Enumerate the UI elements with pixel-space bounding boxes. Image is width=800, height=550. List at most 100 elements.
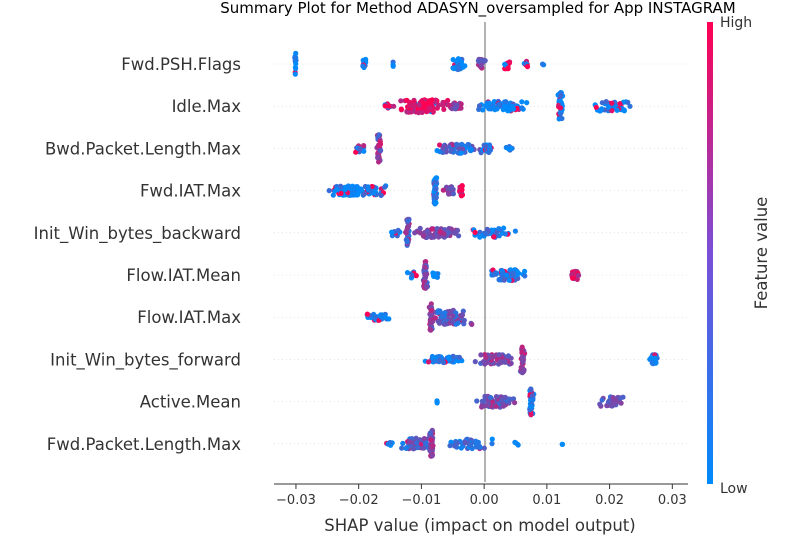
shap-point [364, 311, 370, 317]
shap-point [454, 58, 460, 64]
feature-label: Bwd.Packet.Length.Max [45, 139, 241, 158]
x-tick-label: −0.03 [276, 493, 316, 508]
shap-point [412, 102, 418, 108]
shap-point [519, 344, 525, 350]
shap-point [416, 102, 422, 108]
shap-point [501, 225, 507, 231]
shap-point [404, 239, 410, 245]
shap-point [417, 225, 423, 231]
shap-point [609, 108, 615, 114]
shap-point [448, 148, 454, 154]
shap-point [455, 320, 461, 326]
shap-point [404, 270, 411, 276]
shap-point [606, 104, 612, 110]
shap-point [432, 200, 438, 206]
shap-point [409, 272, 415, 278]
shap-point [459, 141, 465, 147]
shap-point [292, 71, 298, 77]
shap-point [528, 386, 534, 393]
shap-point [415, 444, 421, 451]
shap-point [434, 175, 440, 181]
shap-point [342, 186, 348, 193]
shap-point [490, 272, 496, 278]
shap-point [423, 440, 429, 446]
shap-point [390, 62, 396, 68]
shap-point [617, 101, 623, 107]
shap-point [428, 319, 434, 325]
feature-label: Init_Win_bytes_backward [34, 224, 241, 244]
shap-point [489, 436, 495, 442]
shap-point [520, 359, 526, 365]
shap-point [382, 103, 388, 109]
feature-label: Active.Mean [140, 393, 241, 412]
shap-point [496, 226, 502, 232]
shap-point [522, 273, 528, 279]
shap-point [428, 437, 434, 443]
shap-point [361, 143, 367, 149]
colorbar-title: Feature value [752, 197, 771, 310]
shap-point [357, 146, 363, 152]
shap-point [434, 398, 440, 404]
shap-point [377, 139, 383, 145]
shap-point [382, 184, 388, 190]
shap-point [379, 312, 385, 318]
shap-point [627, 103, 633, 109]
shap-point [439, 314, 445, 320]
shap-point [559, 441, 565, 447]
shap-point [452, 230, 458, 236]
shap-point [427, 430, 433, 436]
shap-point [455, 440, 461, 446]
shap-point [404, 444, 410, 451]
shap-point [617, 395, 623, 401]
shap-point [398, 98, 404, 104]
shap-point [425, 108, 431, 114]
shap-point [519, 349, 525, 355]
chart-title: Summary Plot for Method ADASYN_oversampl… [220, 0, 735, 18]
shap-point [511, 400, 518, 406]
shap-point [603, 99, 609, 105]
feature-label: Idle.Max [172, 97, 242, 116]
shap-point [400, 440, 406, 446]
shap-point [488, 394, 494, 401]
shap-point [459, 187, 465, 193]
feature-label: Fwd.Packet.Length.Max [47, 435, 241, 454]
shap-point [528, 404, 535, 410]
shap-point [330, 192, 336, 198]
shap-point [326, 188, 332, 194]
shap-point [458, 101, 464, 107]
shap-point [447, 443, 453, 449]
shap-point [522, 268, 528, 274]
shap-point [398, 106, 404, 112]
shap-point [480, 107, 486, 113]
shap-point [501, 277, 507, 283]
shap-point [338, 190, 344, 196]
shap-point [434, 148, 440, 154]
shap-point [446, 356, 453, 363]
shap-point [410, 446, 416, 452]
shap-point [614, 107, 620, 113]
feature-label: Flow.IAT.Max [137, 308, 241, 327]
shap-point [430, 226, 436, 232]
x-tick-label: 0.00 [470, 493, 499, 508]
shap-point [424, 228, 430, 234]
shap-point [442, 143, 448, 149]
shap-point [399, 445, 405, 451]
shap-point [358, 186, 364, 192]
shap-point [502, 359, 508, 365]
shap-point [436, 320, 443, 326]
shap-point [448, 226, 454, 232]
x-tick-label: 0.02 [595, 493, 624, 508]
shap-point [414, 440, 420, 446]
shap-point [472, 229, 478, 235]
shap-point [499, 270, 505, 276]
shap-point [476, 58, 482, 64]
x-axis-label: SHAP value (impact on model output) [324, 516, 635, 535]
shap-point [407, 439, 413, 445]
shap-point [618, 400, 624, 406]
shap-point [459, 183, 465, 189]
feature-label: Fwd.PSH.Flags [121, 55, 241, 74]
shap-point [496, 352, 502, 358]
shap-point [429, 97, 435, 103]
shap-point [432, 315, 438, 321]
shap-point [524, 64, 531, 70]
